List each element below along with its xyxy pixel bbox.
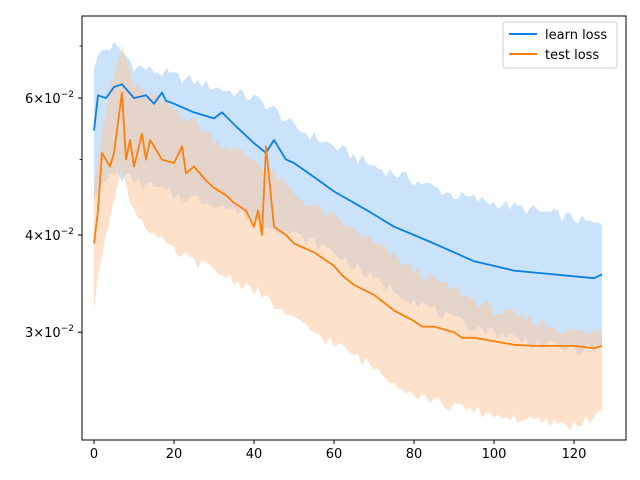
x-tick-label: 60 [326, 447, 343, 462]
plot-area-frame [81, 15, 627, 441]
line-test-loss [93, 91, 603, 350]
x-tick-label: 40 [246, 447, 263, 462]
band-test-loss [94, 45, 602, 431]
x-tick-label: 80 [406, 447, 423, 462]
legend-label-test-loss: test loss [545, 48, 599, 63]
y-tick-label: 6×10−2 [25, 90, 74, 107]
x-tick-label: 120 [562, 447, 587, 462]
y-axis: 3×10−2 4×10−2 6×10−2 [25, 45, 82, 341]
x-tick-label: 20 [166, 447, 183, 462]
y-tick-label: 4×10−2 [25, 227, 74, 244]
legend: learn loss test loss [502, 21, 618, 69]
confidence-bands [94, 42, 602, 431]
x-tick-label: 100 [482, 447, 507, 462]
legend-label-learn-loss: learn loss [545, 28, 607, 43]
series-lines [93, 83, 603, 350]
x-tick-label: 0 [90, 447, 98, 462]
y-tick-label: 3×10−2 [25, 324, 74, 341]
line-learn-loss [93, 83, 603, 280]
x-axis: 0 20 40 60 80 100 120 [90, 440, 587, 462]
